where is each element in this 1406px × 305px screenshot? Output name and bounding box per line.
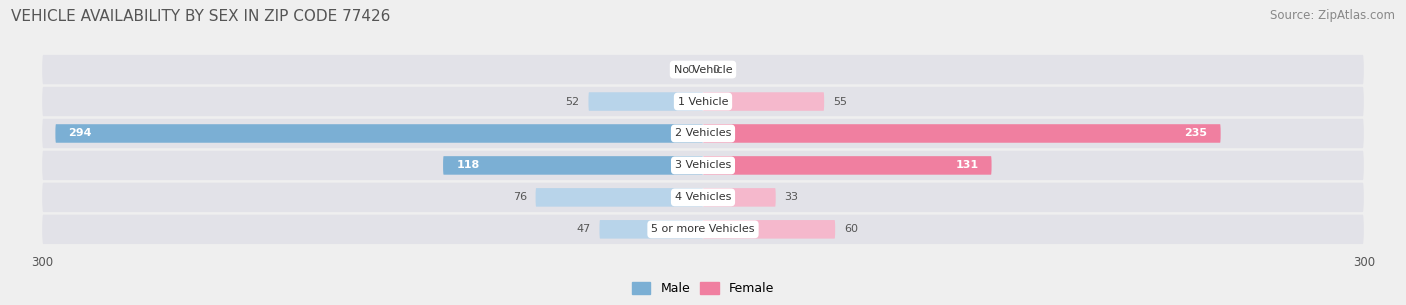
FancyBboxPatch shape: [42, 119, 1364, 148]
Text: 131: 131: [955, 160, 979, 170]
FancyBboxPatch shape: [42, 183, 1364, 212]
FancyBboxPatch shape: [599, 220, 703, 239]
Text: 5 or more Vehicles: 5 or more Vehicles: [651, 224, 755, 234]
FancyBboxPatch shape: [42, 151, 1364, 180]
Text: 4 Vehicles: 4 Vehicles: [675, 192, 731, 203]
Text: 55: 55: [832, 96, 846, 106]
FancyBboxPatch shape: [703, 124, 1220, 143]
Text: No Vehicle: No Vehicle: [673, 65, 733, 74]
FancyBboxPatch shape: [443, 156, 703, 175]
Text: 60: 60: [844, 224, 858, 234]
FancyBboxPatch shape: [703, 220, 835, 239]
Text: 0: 0: [711, 65, 718, 74]
FancyBboxPatch shape: [55, 124, 703, 143]
Legend: Male, Female: Male, Female: [627, 277, 779, 300]
Text: 235: 235: [1184, 128, 1208, 138]
FancyBboxPatch shape: [42, 87, 1364, 116]
Text: Source: ZipAtlas.com: Source: ZipAtlas.com: [1270, 9, 1395, 22]
Text: 118: 118: [457, 160, 479, 170]
Text: 0: 0: [688, 65, 695, 74]
FancyBboxPatch shape: [703, 188, 776, 207]
FancyBboxPatch shape: [42, 55, 1364, 84]
Text: 52: 52: [565, 96, 579, 106]
Text: 294: 294: [69, 128, 93, 138]
Text: 47: 47: [576, 224, 591, 234]
Text: 33: 33: [785, 192, 799, 203]
FancyBboxPatch shape: [703, 92, 824, 111]
Text: 2 Vehicles: 2 Vehicles: [675, 128, 731, 138]
Text: 76: 76: [513, 192, 527, 203]
FancyBboxPatch shape: [42, 215, 1364, 244]
FancyBboxPatch shape: [536, 188, 703, 207]
Text: 1 Vehicle: 1 Vehicle: [678, 96, 728, 106]
Text: VEHICLE AVAILABILITY BY SEX IN ZIP CODE 77426: VEHICLE AVAILABILITY BY SEX IN ZIP CODE …: [11, 9, 391, 24]
Text: 3 Vehicles: 3 Vehicles: [675, 160, 731, 170]
FancyBboxPatch shape: [703, 156, 991, 175]
FancyBboxPatch shape: [589, 92, 703, 111]
